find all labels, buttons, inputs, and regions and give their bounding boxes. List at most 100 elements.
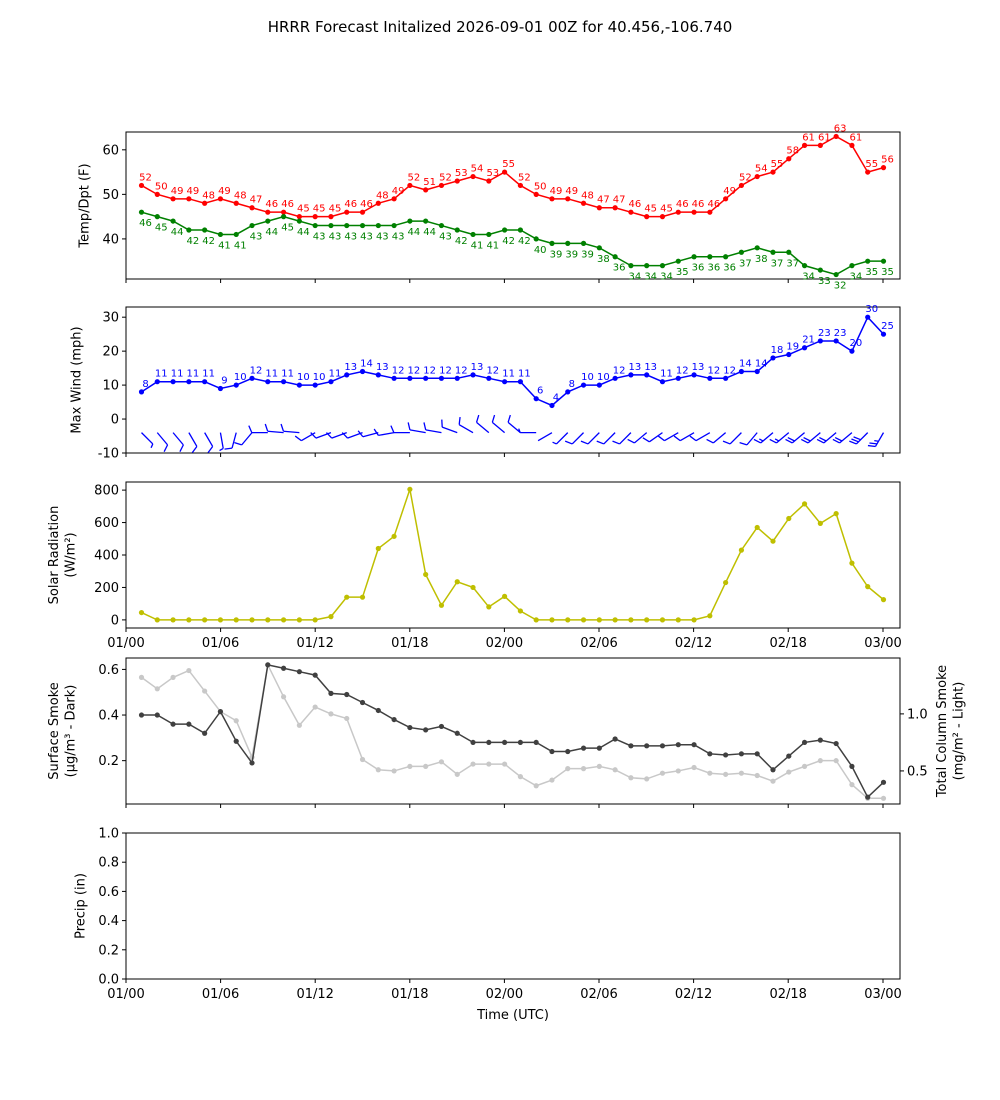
wind-barb xyxy=(234,432,253,446)
temp-series-point xyxy=(659,214,666,220)
wind-barb xyxy=(832,432,853,444)
dewpoint-series-point xyxy=(502,227,508,233)
wind-barb xyxy=(518,428,537,434)
solar-panel-xtick-label: 01/06 xyxy=(202,636,239,651)
dewpoint-series-point xyxy=(849,263,855,269)
temp-series-point xyxy=(707,209,713,215)
temp-series-point xyxy=(533,191,539,197)
wind-barb-staff xyxy=(204,432,214,447)
temp-series-point xyxy=(786,156,792,162)
surface-smoke-series-point xyxy=(154,712,160,718)
wind-barb-flag xyxy=(869,442,878,445)
temp-series-point xyxy=(391,196,397,202)
dewpoint-data-label: 43 xyxy=(360,232,373,243)
temp-data-label: 46 xyxy=(344,199,357,210)
dewpoint-data-label: 42 xyxy=(202,236,215,247)
wind-panel-ytick-label: 20 xyxy=(102,345,119,360)
wind-series-point xyxy=(580,382,587,388)
wind-data-label: 11 xyxy=(171,369,184,380)
precip-panel-xtick-label: 01/12 xyxy=(296,987,333,1002)
wind-data-label: 11 xyxy=(186,369,199,380)
solar-panel-xtick-label: 01/12 xyxy=(296,636,333,651)
column-smoke-series-point xyxy=(612,767,618,773)
wind-barb-staff xyxy=(362,432,379,438)
solar-series-point xyxy=(154,617,160,623)
wind-barb-flag xyxy=(207,446,214,453)
temp-data-label: 46 xyxy=(676,199,689,210)
surface-smoke-series-point xyxy=(423,727,429,733)
temp-data-label: 52 xyxy=(439,172,452,183)
solar-panel-ylabel: Solar Radiation(W/m²) xyxy=(47,506,78,605)
wind-series-point xyxy=(786,351,792,358)
wind-data-label: 8 xyxy=(569,379,575,390)
column-smoke-series-point xyxy=(754,772,760,779)
dewpoint-data-label: 32 xyxy=(834,281,847,292)
solar-series-point xyxy=(375,545,381,552)
solar-series-point xyxy=(186,617,192,623)
dewpoint-data-label: 34 xyxy=(802,272,815,283)
wind-barb-flag xyxy=(867,444,876,448)
wind-barb-staff xyxy=(476,421,490,434)
wind-barb xyxy=(310,432,332,439)
precip-panel-ytick-label: 0.2 xyxy=(98,943,119,958)
wind-data-label: 4 xyxy=(553,392,559,403)
wind-barb xyxy=(722,432,742,445)
solar-series-point xyxy=(438,602,445,608)
column-smoke-series-point xyxy=(833,758,839,764)
temp-series-point xyxy=(502,169,508,175)
wind-barb xyxy=(390,425,410,434)
solar-series-point xyxy=(565,617,571,623)
solar-series-point xyxy=(454,579,460,585)
column-smoke-series-point xyxy=(644,776,650,782)
wind-data-label: 11 xyxy=(265,369,278,380)
wind-data-label: 12 xyxy=(676,365,689,376)
temp-series-point xyxy=(280,209,287,215)
wind-barb-staff xyxy=(283,430,300,434)
solar-series-point xyxy=(407,486,413,492)
temp-series-point xyxy=(754,173,760,180)
dewpoint-series-point xyxy=(249,222,255,229)
wind-data-label: 21 xyxy=(802,335,815,346)
wind-barb xyxy=(264,423,284,434)
wind-barb xyxy=(673,432,695,442)
column-smoke-series-point xyxy=(691,764,697,771)
surface-smoke-series-point xyxy=(249,760,255,766)
temp-series-point xyxy=(738,182,745,189)
wind-series-point xyxy=(470,372,476,378)
dewpoint-series-point xyxy=(833,271,839,278)
wind-barb-staff xyxy=(156,432,169,446)
wind-barb-staff xyxy=(491,421,506,434)
surface-smoke-series-point xyxy=(407,724,413,731)
wind-barb-staff xyxy=(231,432,237,449)
smoke-panel-ytick-label: 0.4 xyxy=(98,709,119,724)
wind-barb-staff xyxy=(441,426,458,434)
solar-series-point xyxy=(233,617,239,623)
dewpoint-data-label: 34 xyxy=(660,272,673,283)
dewpoint-series-point xyxy=(154,214,160,220)
solar-series-point xyxy=(707,613,713,619)
temp-series-point xyxy=(344,209,350,215)
surface-smoke-series-point xyxy=(675,742,681,748)
wind-barb-staff xyxy=(241,432,253,446)
wind-barb-flag xyxy=(280,423,285,432)
temp-series-point xyxy=(470,173,476,180)
wind-series-point xyxy=(880,331,887,337)
solar-series-point xyxy=(596,617,602,623)
wind-barb xyxy=(689,432,711,442)
temp-data-label: 49 xyxy=(186,186,199,197)
temp-series-point xyxy=(217,196,224,202)
wind-barb-staff xyxy=(188,432,198,447)
wind-data-label: 11 xyxy=(155,369,168,380)
column-smoke-series-point xyxy=(596,763,602,769)
wind-series-point xyxy=(628,372,634,378)
dewpoint-series-point xyxy=(517,227,523,233)
wind-data-label: 20 xyxy=(850,338,863,349)
solar-panel-xtick-label: 02/06 xyxy=(580,636,617,651)
wind-barb-staff xyxy=(664,432,679,442)
temp-series-point xyxy=(154,191,160,197)
surface-smoke-series-point xyxy=(265,662,271,668)
wind-barb-staff xyxy=(458,424,474,434)
wind-series-point xyxy=(280,379,287,385)
